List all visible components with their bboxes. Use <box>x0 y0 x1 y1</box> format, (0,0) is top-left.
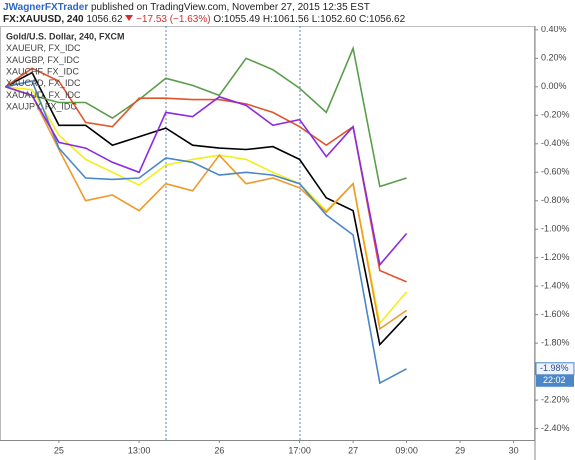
price-label: -1.98% <box>540 363 569 373</box>
y-tick-label: 0.00% <box>541 81 567 91</box>
y-tick-label: -1.00% <box>541 224 570 234</box>
x-tick-label: 17:00 <box>288 445 311 455</box>
y-tick-label: -0.80% <box>541 195 570 205</box>
plot-border <box>0 26 535 441</box>
change: −17.53 (−1.63%) <box>136 14 211 25</box>
x-tick-label: 27 <box>348 445 358 455</box>
y-tick-label: 0.40% <box>541 26 567 34</box>
series-line <box>5 71 408 347</box>
time-label-box <box>536 374 574 387</box>
time-label: 22:02 <box>543 375 566 385</box>
y-tick-label: -0.20% <box>541 110 570 120</box>
x-tick-label: 09:00 <box>395 445 418 455</box>
series-line <box>5 80 407 385</box>
legend-entry: XAUEUR, FX_IDC <box>6 43 81 53</box>
series-line <box>5 86 408 331</box>
x-tick-label: 13:00 <box>128 445 151 455</box>
y-tick-label: 0.20% <box>541 53 567 63</box>
symbol: FX:XAUUSD, 240 <box>3 14 84 25</box>
legend-entry: Gold/U.S. Dollar, 240, FXCM <box>6 31 125 41</box>
header-line: JWagnerFXTrader published on TradingView… <box>3 2 370 13</box>
series-line <box>5 86 408 267</box>
x-tick-label: 29 <box>455 445 465 455</box>
ohlc: O:1055.49 H:1061.56 L:1052.60 C:1056.62 <box>213 14 406 25</box>
chart: 0.40% 0.20% 0.00% -0.20% -0.40% -0.60% -0.80% -… <box>0 26 575 460</box>
x-tick-label: 26 <box>214 445 224 455</box>
legend-entry: XAUAUD, FX_IDC <box>6 90 81 100</box>
x-tick-label: 25 <box>54 445 64 455</box>
y-tick-label: -2.20% <box>541 394 570 404</box>
y-tick-label: -1.60% <box>541 309 570 319</box>
legend-entry: XAUJPY, FX_IDC <box>6 102 77 112</box>
price: 1056.62 <box>86 14 123 25</box>
y-tick-label: -0.40% <box>541 138 570 148</box>
down-arrow <box>125 15 134 21</box>
legend-entry: XAUCHF, FX_IDC <box>6 66 80 76</box>
series-line <box>4 67 407 283</box>
x-tick-label: 30 <box>509 445 519 455</box>
legend-entry: XAUGBP, FX_IDC <box>6 55 80 65</box>
y-tick-label: -1.80% <box>541 338 570 348</box>
series-line <box>5 86 408 325</box>
header-line: FX:XAUUSD, 240 1056.62 −17.53 (−1.63%) O… <box>3 14 405 25</box>
legend-entry: XAUCAD, FX_IDC <box>6 78 81 88</box>
published: published on TradingView.com, November 2… <box>91 2 370 13</box>
y-tick-label: -1.20% <box>541 252 570 262</box>
y-tick-label: -2.40% <box>541 423 570 433</box>
y-tick-label: -1.40% <box>541 281 570 291</box>
y-tick-label: -0.60% <box>541 167 570 177</box>
author[interactable]: JWagnerFXTrader <box>3 2 89 13</box>
